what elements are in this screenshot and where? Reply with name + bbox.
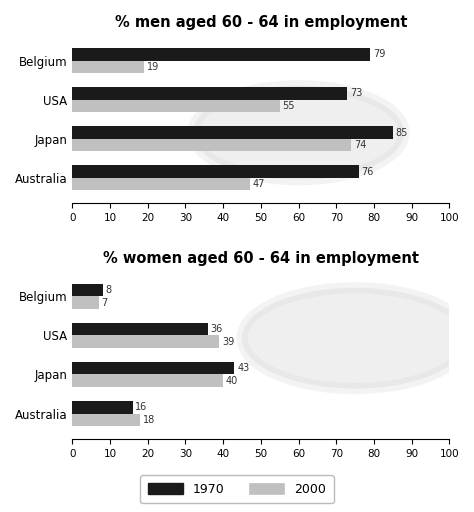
Text: 36: 36 — [211, 324, 223, 334]
Circle shape — [193, 86, 404, 180]
Text: 55: 55 — [283, 101, 295, 111]
Text: 19: 19 — [146, 62, 159, 72]
Bar — [73, 362, 235, 374]
Text: 74: 74 — [354, 140, 366, 150]
Bar — [73, 48, 370, 61]
Text: 47: 47 — [252, 179, 264, 189]
Bar — [73, 87, 347, 100]
Text: 8: 8 — [105, 285, 111, 295]
Text: 18: 18 — [143, 415, 155, 425]
Text: 85: 85 — [395, 127, 408, 138]
Text: 76: 76 — [361, 166, 374, 177]
Circle shape — [242, 288, 468, 389]
Text: 16: 16 — [136, 402, 147, 412]
Bar — [73, 139, 351, 151]
Text: 79: 79 — [373, 50, 385, 59]
Bar — [73, 296, 99, 309]
Bar — [73, 61, 144, 73]
Bar — [73, 100, 280, 112]
Text: 40: 40 — [226, 376, 238, 386]
Bar — [73, 126, 392, 139]
Bar — [73, 165, 359, 178]
Text: 39: 39 — [222, 337, 234, 347]
Bar — [73, 178, 249, 190]
Bar — [73, 323, 208, 335]
Bar — [73, 414, 140, 426]
Legend: 1970, 2000: 1970, 2000 — [140, 475, 334, 503]
Title: % men aged 60 - 64 in employment: % men aged 60 - 64 in employment — [115, 15, 407, 30]
Text: 43: 43 — [237, 363, 249, 373]
Bar — [73, 401, 133, 414]
Bar — [73, 335, 219, 348]
Text: 7: 7 — [101, 297, 108, 308]
Bar — [73, 374, 223, 387]
Bar — [73, 284, 103, 296]
Title: % women aged 60 - 64 in employment: % women aged 60 - 64 in employment — [103, 251, 419, 266]
Text: 73: 73 — [350, 89, 363, 98]
